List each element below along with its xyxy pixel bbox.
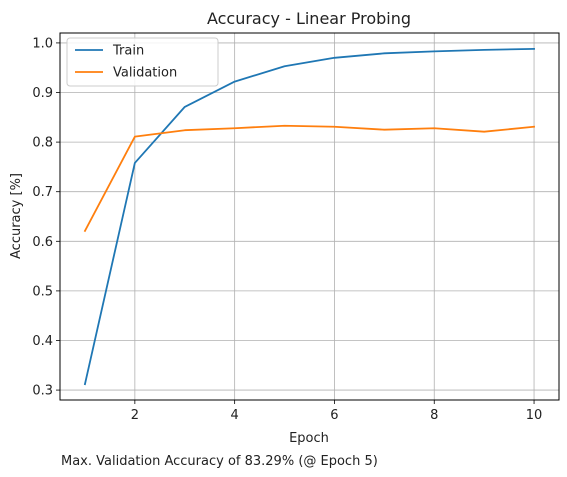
max-accuracy-note: Max. Validation Accuracy of 83.29% (@ Ep… — [61, 454, 378, 469]
y-tick-label: 0.6 — [32, 235, 53, 250]
legend-label-train: Train — [112, 44, 144, 59]
x-tick-label: 6 — [330, 408, 338, 423]
plot-frame — [59, 32, 560, 401]
x-tick-label: 2 — [131, 408, 139, 423]
y-tick-label: 0.3 — [32, 384, 53, 399]
y-tick-label: 0.9 — [32, 86, 53, 101]
series-line-validation — [83, 124, 536, 233]
legend-label-validation: Validation — [113, 66, 177, 81]
y-tick-label: 0.5 — [32, 284, 53, 299]
y-tick-label: 0.7 — [32, 185, 53, 200]
x-tick-label: 4 — [231, 408, 239, 423]
legend: Train Validation — [66, 37, 219, 87]
series-lines — [83, 47, 536, 386]
series-line-train — [83, 47, 535, 386]
y-tick-label: 0.8 — [32, 136, 53, 151]
grid — [60, 33, 559, 400]
x-axis-label: Epoch — [289, 431, 329, 446]
chart-title: Accuracy - Linear Probing — [207, 9, 411, 28]
x-tick-label: 10 — [526, 408, 543, 423]
ticks: 2 4 6 8 10 0.3 0.4 0.5 0.6 0.7 0.8 0.9 1.0 — [32, 36, 542, 423]
legend-box — [66, 37, 219, 87]
y-tick-label: 0.4 — [32, 334, 53, 349]
y-axis-label: Accuracy [%] — [9, 173, 24, 259]
y-tick-label: 1.0 — [32, 36, 53, 51]
x-tick-label: 8 — [430, 408, 438, 423]
